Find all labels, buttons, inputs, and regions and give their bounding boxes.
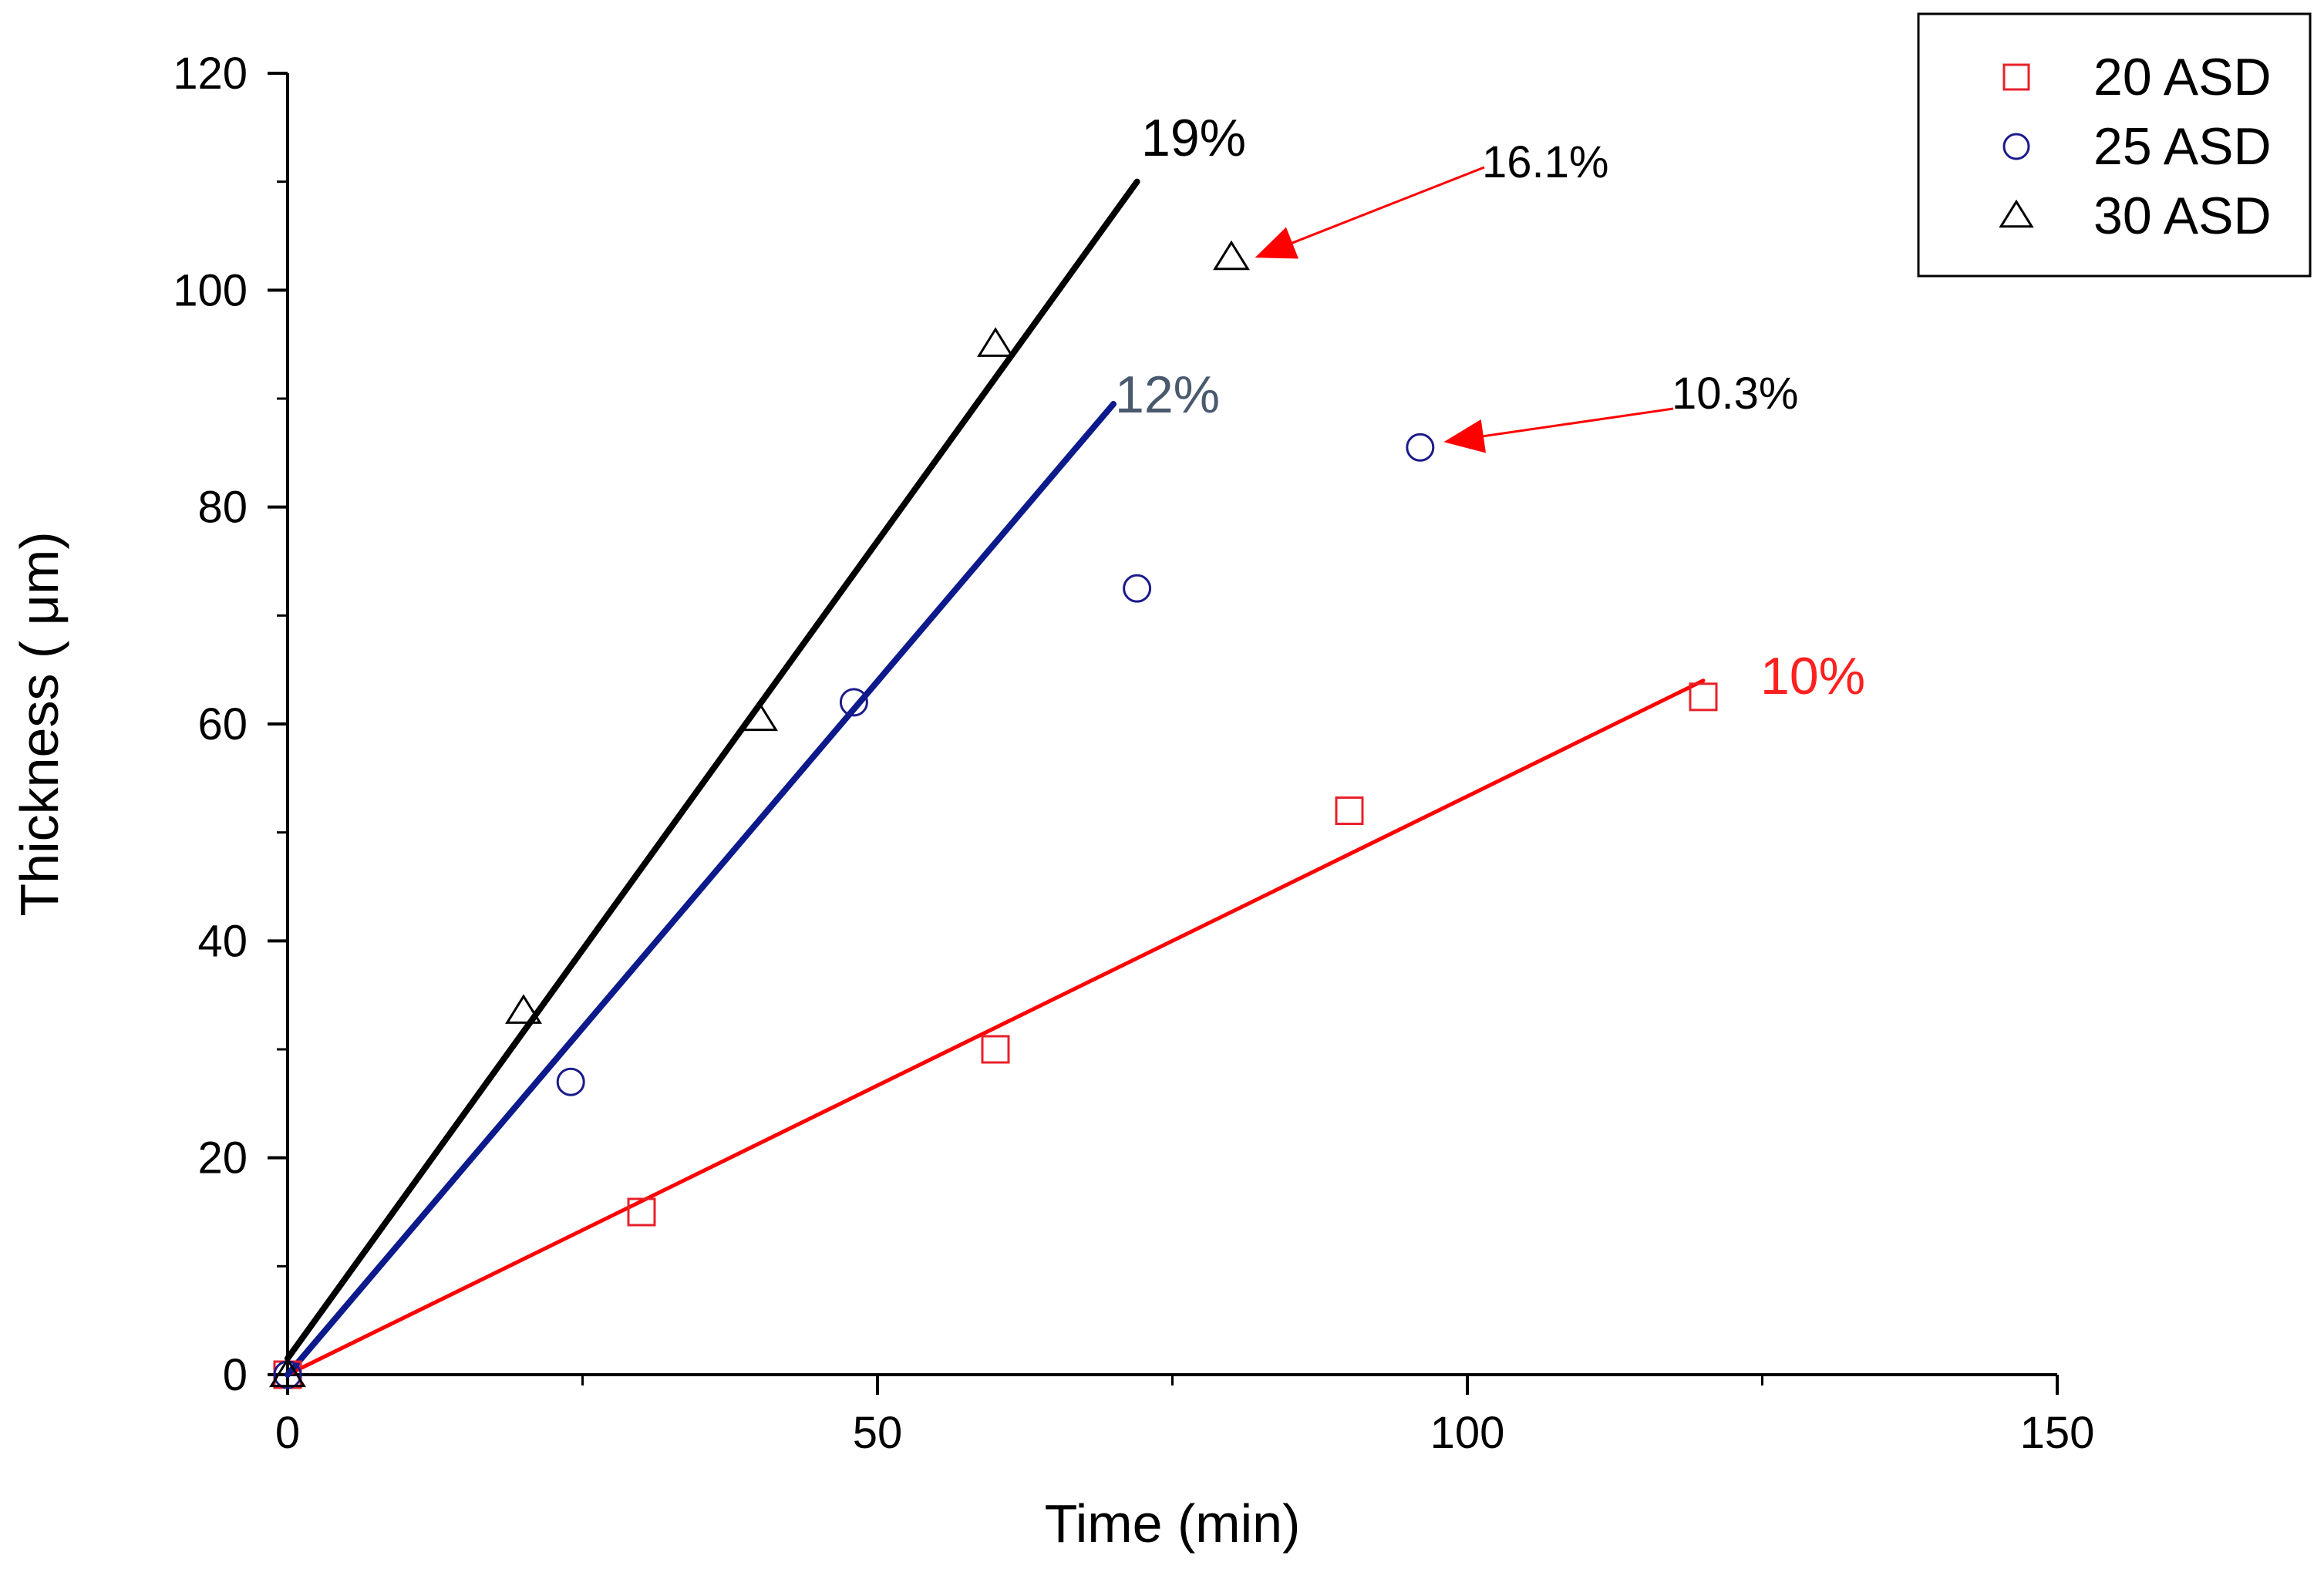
y-tick-label: 100 <box>173 265 248 315</box>
legend-label: 25 ASD <box>2093 117 2272 176</box>
data-point-30-asd <box>269 1357 306 1388</box>
annotations: 16.1% 10.3% <box>1255 137 1798 453</box>
data-point-20-asd <box>627 1197 656 1227</box>
legend-marker-25-asd <box>2002 133 2030 160</box>
fit-labels: 10% 12% 19% <box>1115 109 1865 705</box>
y-tick-label: 20 <box>197 1133 248 1183</box>
annotation-arrow-head <box>1255 227 1299 259</box>
data-point-30-asd <box>741 701 778 732</box>
fit-lines <box>285 178 1706 1378</box>
fit-label-20-asd: 10% <box>1760 647 1865 705</box>
x-ticks: 0 50 100 150 <box>275 1375 2095 1458</box>
annotation-arrow-head <box>1443 419 1487 453</box>
y-ticks: 0 20 40 60 80 100 120 <box>173 49 288 1400</box>
legend-label: 30 ASD <box>2093 187 2272 245</box>
y-axis-title: Thickness ( μm) <box>9 531 69 916</box>
data-points <box>269 240 1718 1389</box>
y-tick-label: 120 <box>173 49 248 99</box>
data-point-25-asd <box>1123 574 1152 603</box>
legend-marker-20-asd <box>2002 63 2030 91</box>
legend: 20 ASD 25 ASD 30 ASD <box>1917 12 2312 278</box>
x-tick-label: 0 <box>275 1408 300 1458</box>
x-tick-label: 50 <box>853 1408 903 1458</box>
y-tick-label: 40 <box>197 916 248 966</box>
annotation-label: 16.1% <box>1482 137 1608 187</box>
legend-box <box>1917 12 2312 278</box>
data-point-25-asd <box>1406 433 1435 462</box>
data-point-30-asd <box>1213 240 1250 271</box>
data-point-30-asd <box>977 327 1014 357</box>
data-point-20-asd <box>981 1035 1010 1064</box>
fit-label-25-asd: 12% <box>1115 365 1220 424</box>
fit-label-30-asd: 19% <box>1141 109 1246 167</box>
fit-line-25-asd <box>285 401 1117 1378</box>
x-axis-title: Time (min) <box>1045 1493 1301 1554</box>
data-point-25-asd <box>839 688 868 717</box>
axes <box>286 73 2057 1376</box>
data-point-30-asd <box>505 994 542 1024</box>
annotation-arrow-line <box>1483 407 1674 438</box>
fit-line-20-asd <box>285 678 1706 1377</box>
data-point-20-asd <box>1689 682 1718 712</box>
annotation-arrow-line <box>1292 166 1485 244</box>
y-tick-label: 60 <box>197 699 248 749</box>
data-point-20-asd <box>1335 796 1364 826</box>
y-tick-label: 0 <box>223 1350 248 1400</box>
x-tick-label: 100 <box>1430 1408 1505 1458</box>
legend-marker-30-asd <box>1999 199 2034 228</box>
fit-line-30-asd <box>285 178 1140 1362</box>
annotation-label: 10.3% <box>1672 369 1798 419</box>
x-tick-label: 150 <box>2020 1408 2095 1458</box>
data-point-25-asd <box>556 1067 585 1096</box>
legend-label: 20 ASD <box>2093 48 2272 106</box>
y-tick-label: 80 <box>197 483 248 533</box>
